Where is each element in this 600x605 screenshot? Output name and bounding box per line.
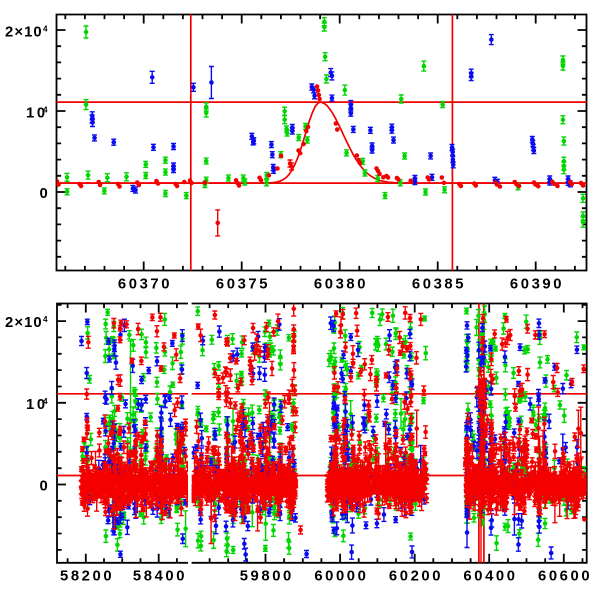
svg-text:60375: 60375 bbox=[216, 277, 270, 293]
svg-text:60385: 60385 bbox=[412, 277, 466, 293]
svg-text:4: 4 bbox=[43, 397, 48, 406]
svg-text:4: 4 bbox=[43, 315, 48, 324]
svg-text:2×10: 2×10 bbox=[5, 315, 43, 331]
svg-text:10: 10 bbox=[26, 397, 48, 413]
svg-text:0: 0 bbox=[40, 186, 48, 202]
svg-text:58400: 58400 bbox=[133, 569, 187, 585]
svg-text:60200: 60200 bbox=[389, 569, 443, 585]
svg-text:60380: 60380 bbox=[314, 277, 368, 293]
svg-text:58200: 58200 bbox=[60, 569, 114, 585]
svg-text:60000: 60000 bbox=[314, 569, 368, 585]
svg-text:4: 4 bbox=[43, 105, 48, 114]
svg-text:60600: 60600 bbox=[538, 569, 592, 585]
svg-text:60400: 60400 bbox=[463, 569, 517, 585]
svg-text:10: 10 bbox=[26, 105, 48, 121]
svg-text:60370: 60370 bbox=[118, 277, 172, 293]
svg-text:4: 4 bbox=[43, 24, 48, 33]
svg-text:60390: 60390 bbox=[510, 277, 564, 293]
svg-text:2×10: 2×10 bbox=[5, 24, 43, 40]
svg-text:0: 0 bbox=[40, 479, 48, 495]
svg-text:59800: 59800 bbox=[240, 569, 294, 585]
